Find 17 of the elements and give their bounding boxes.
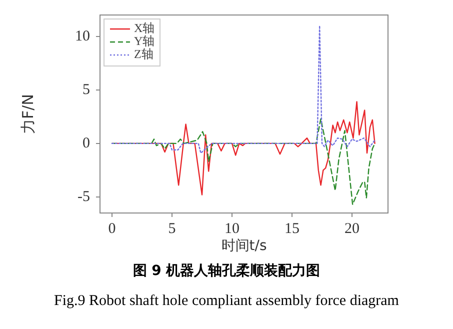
text: Fig.9 Robot shaft hole compliant assembly force diagram (53, 293, 400, 310)
legend-label: X轴 (134, 21, 155, 36)
x-tick-label: 20 (344, 220, 360, 237)
y-tick-label: 10 (75, 28, 90, 44)
y-tick-label: 0 (82, 135, 90, 152)
x-axis-title: 时间t/s (221, 238, 267, 254)
y-tick-label: -5 (78, 188, 90, 205)
y-tick-label: 5 (82, 82, 90, 98)
x-tick-label: 15 (284, 220, 300, 237)
y-axis-title: 力F/N (18, 94, 37, 134)
x-tick-label: 0 (108, 220, 116, 237)
legend-label: Z轴 (134, 47, 154, 62)
line-series (111, 118, 376, 206)
x-tick-label: 10 (224, 220, 240, 237)
legend-label: Y轴 (134, 34, 155, 48)
x-tick-label: 5 (168, 220, 176, 237)
text: 图 9 机器人轴孔柔顺装配力图 (132, 262, 322, 280)
